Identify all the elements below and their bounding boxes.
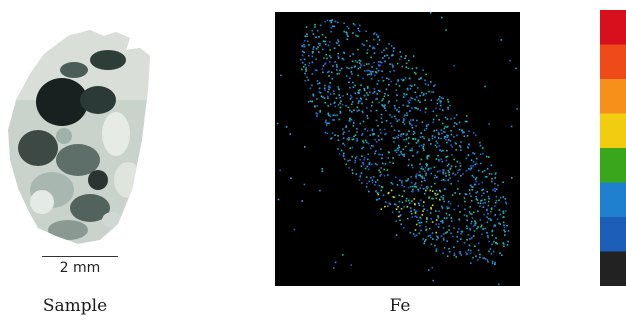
color-scale-bar: [600, 10, 626, 286]
color-scale-band: [600, 251, 626, 286]
sample-photo-svg: [8, 30, 150, 244]
color-scale-band: [600, 10, 626, 45]
fe-caption: Fe: [389, 296, 411, 316]
fe-map: [275, 12, 520, 286]
color-scale-band: [600, 44, 626, 79]
color-scale-band: [600, 148, 626, 183]
color-scale-band: [600, 113, 626, 148]
sample-photo: [8, 30, 158, 250]
color-scale-band: [600, 182, 626, 217]
scale-bar-label: 2 mm: [59, 260, 101, 276]
color-scale-svg: [600, 10, 626, 286]
color-scale-band: [600, 79, 626, 114]
fe-map-svg: [275, 12, 520, 286]
scale-bar-line: [42, 256, 118, 257]
sample-caption: Sample: [42, 296, 108, 316]
color-scale-band: [600, 217, 626, 252]
